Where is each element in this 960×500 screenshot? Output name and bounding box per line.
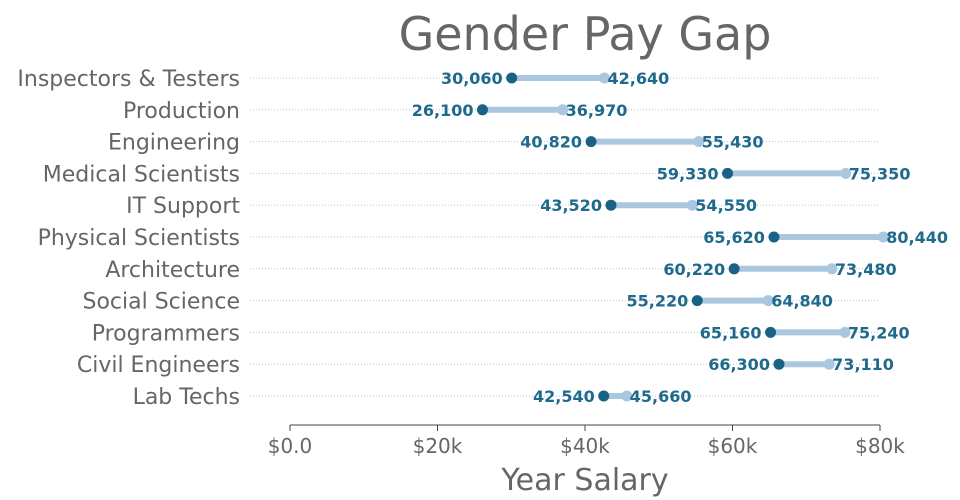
high-value-label: 45,660 [630, 387, 692, 406]
low-value-label: 30,060 [441, 69, 503, 88]
low-salary-point [605, 199, 617, 211]
high-value-label: 80,440 [886, 228, 948, 247]
high-value-label: 55,430 [702, 133, 764, 152]
category-label: IT Support [126, 194, 240, 219]
high-value-label: 75,350 [849, 164, 911, 183]
high-value-label: 75,240 [848, 323, 910, 342]
high-salary-point [823, 358, 835, 370]
category-label: Physical Scientists [38, 226, 240, 251]
high-value-label: 73,110 [832, 355, 894, 374]
category-label: Engineering [108, 131, 240, 156]
low-value-label: 65,160 [700, 323, 762, 342]
low-value-label: 65,620 [703, 228, 765, 247]
x-axis-label: Year Salary [500, 463, 668, 498]
x-tick-label: $80k [855, 434, 905, 458]
high-salary-point [826, 263, 838, 275]
high-salary-point [762, 295, 774, 307]
x-axis-ticks: $0.0 $20k $40k $60k $80k [268, 425, 905, 458]
high-salary-point [621, 390, 633, 402]
low-salary-point [722, 167, 734, 179]
high-salary-point [839, 326, 851, 338]
high-salary-point [693, 136, 705, 148]
low-value-label: 26,100 [412, 101, 474, 120]
category-label: Social Science [82, 290, 240, 315]
low-value-label: 59,330 [657, 164, 719, 183]
category-label: Civil Engineers [77, 353, 240, 378]
low-salary-point [773, 358, 785, 370]
high-value-label: 64,840 [771, 292, 833, 311]
low-salary-point [765, 326, 777, 338]
low-value-label: 66,300 [708, 355, 770, 374]
category-label: Lab Techs [133, 385, 240, 410]
low-value-label: 55,220 [626, 292, 688, 311]
low-value-label: 43,520 [540, 196, 602, 215]
x-tick-label: $40k [560, 434, 610, 458]
high-salary-point [840, 167, 852, 179]
category-label: Production [123, 99, 240, 124]
category-label: Medical Scientists [43, 162, 240, 187]
x-tick-label: $60k [708, 434, 758, 458]
category-label: Inspectors & Testers [17, 67, 240, 92]
low-value-label: 40,820 [520, 133, 582, 152]
low-salary-point [728, 263, 740, 275]
low-salary-point [506, 72, 518, 84]
x-tick-label: $20k [413, 434, 463, 458]
high-salary-point [686, 199, 698, 211]
high-value-label: 54,550 [695, 196, 757, 215]
low-salary-point [598, 390, 610, 402]
low-value-label: 42,540 [533, 387, 595, 406]
chart-rows: Inspectors & Testers 30,060 42,640 Producti… [17, 67, 948, 410]
high-salary-point [598, 72, 610, 84]
low-salary-point [476, 104, 488, 116]
category-label: Programmers [92, 321, 240, 346]
category-label: Architecture [105, 258, 240, 283]
x-tick-label: $0.0 [268, 434, 313, 458]
low-salary-point [768, 231, 780, 243]
high-salary-point [557, 104, 569, 116]
low-value-label: 60,220 [663, 260, 725, 279]
low-salary-point [691, 295, 703, 307]
high-value-label: 73,480 [835, 260, 897, 279]
high-value-label: 36,970 [566, 101, 628, 120]
chart-title: Gender Pay Gap [399, 7, 772, 61]
low-salary-point [585, 136, 597, 148]
high-salary-point [877, 231, 889, 243]
high-value-label: 42,640 [607, 69, 669, 88]
